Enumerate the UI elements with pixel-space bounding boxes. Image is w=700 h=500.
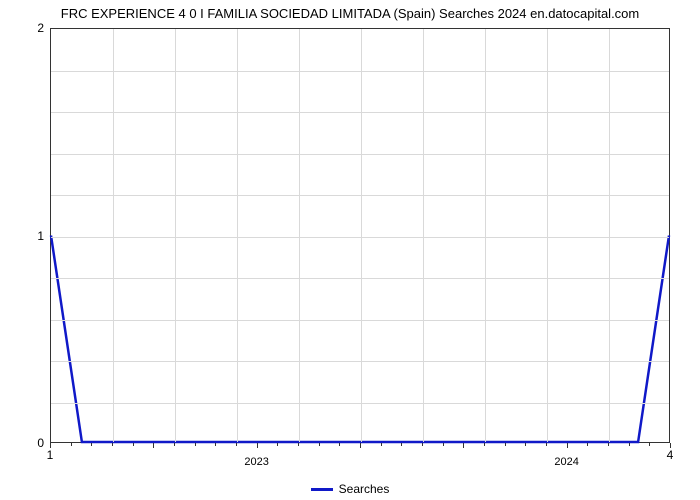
grid-line-h	[51, 154, 669, 155]
x-tick	[401, 443, 402, 446]
x-tick	[277, 443, 278, 446]
grid-line-v	[175, 29, 176, 442]
grid-line-h	[51, 112, 669, 113]
x-tick	[463, 443, 464, 448]
x-tick	[381, 443, 382, 446]
x-tick	[319, 443, 320, 446]
x-tick	[629, 443, 630, 446]
legend: Searches	[0, 482, 700, 496]
x-tick-label: 4	[667, 448, 674, 462]
x-tick	[608, 443, 609, 446]
line-series	[51, 29, 669, 442]
x-tick	[360, 443, 361, 448]
x-tick	[443, 443, 444, 446]
x-tick	[112, 443, 113, 446]
grid-line-h	[51, 278, 669, 279]
x-tick	[670, 443, 671, 448]
x-tick	[236, 443, 237, 446]
x-tick	[215, 443, 216, 446]
y-tick-label: 2	[37, 21, 44, 35]
chart-container: { "chart": { "type": "line", "title": "F…	[0, 0, 700, 500]
grid-line-v	[237, 29, 238, 442]
grid-line-h	[51, 320, 669, 321]
x-tick	[71, 443, 72, 446]
grid-line-v	[485, 29, 486, 442]
chart-title: FRC EXPERIENCE 4 0 I FAMILIA SOCIEDAD LI…	[0, 6, 700, 21]
x-tick	[422, 443, 423, 446]
x-tick	[484, 443, 485, 446]
grid-line-h	[51, 403, 669, 404]
y-tick-label: 1	[37, 229, 44, 243]
x-tick	[567, 443, 568, 448]
x-tick	[133, 443, 134, 446]
x-tick	[195, 443, 196, 446]
legend-swatch	[311, 488, 333, 491]
x-tick	[50, 443, 51, 448]
x-year-label: 2024	[554, 456, 578, 468]
x-tick	[546, 443, 547, 446]
x-tick	[505, 443, 506, 446]
x-tick	[525, 443, 526, 446]
series-line	[51, 236, 669, 443]
grid-line-v	[299, 29, 300, 442]
grid-line-v	[361, 29, 362, 442]
grid-line-h	[51, 237, 669, 238]
x-tick	[91, 443, 92, 446]
x-year-label: 2023	[244, 456, 268, 468]
x-tick	[298, 443, 299, 446]
x-tick	[649, 443, 650, 446]
plot-area	[50, 28, 670, 443]
grid-line-h	[51, 71, 669, 72]
grid-line-v	[609, 29, 610, 442]
y-tick-label: 0	[37, 436, 44, 450]
grid-line-v	[423, 29, 424, 442]
grid-line-h	[51, 195, 669, 196]
x-tick	[153, 443, 154, 448]
x-tick	[587, 443, 588, 446]
x-tick	[174, 443, 175, 446]
grid-line-v	[547, 29, 548, 442]
x-tick-label: 1	[47, 448, 54, 462]
x-tick	[339, 443, 340, 446]
grid-line-v	[113, 29, 114, 442]
grid-line-h	[51, 361, 669, 362]
legend-label: Searches	[339, 482, 390, 496]
x-tick	[257, 443, 258, 448]
